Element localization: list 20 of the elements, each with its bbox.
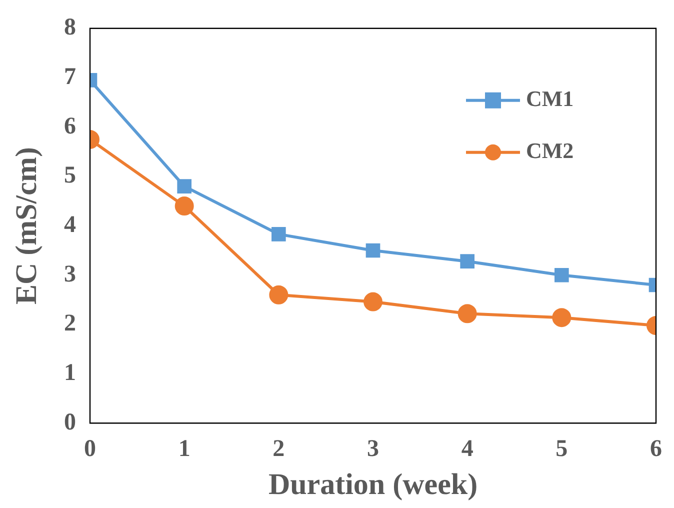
y-tick-label: 8 (64, 14, 76, 41)
legend-label: CM2 (526, 138, 574, 164)
y-tick-label: 0 (64, 409, 76, 436)
y-tick-label: 7 (64, 64, 76, 90)
x-tick-label: 2 (272, 436, 285, 462)
y-tick-label: 2 (64, 310, 76, 337)
y-tick-label: 6 (64, 113, 76, 140)
y-tick-label: 1 (64, 360, 76, 386)
x-tick-label: 0 (84, 436, 96, 462)
y-tick-label: 3 (64, 261, 76, 288)
x-tick-label: 6 (650, 436, 662, 462)
x-tick-label: 4 (461, 436, 474, 462)
legend-label: CM1 (526, 86, 574, 112)
y-axis-title: EC (mS/cm) (10, 147, 43, 305)
x-tick-label: 1 (178, 436, 190, 462)
y-tick-label: 5 (64, 162, 76, 189)
y-tick-label: 4 (64, 212, 76, 238)
x-tick-label: 3 (367, 436, 379, 462)
x-tick-label: 5 (556, 436, 568, 462)
x-axis-title: Duration (week) (268, 468, 478, 501)
